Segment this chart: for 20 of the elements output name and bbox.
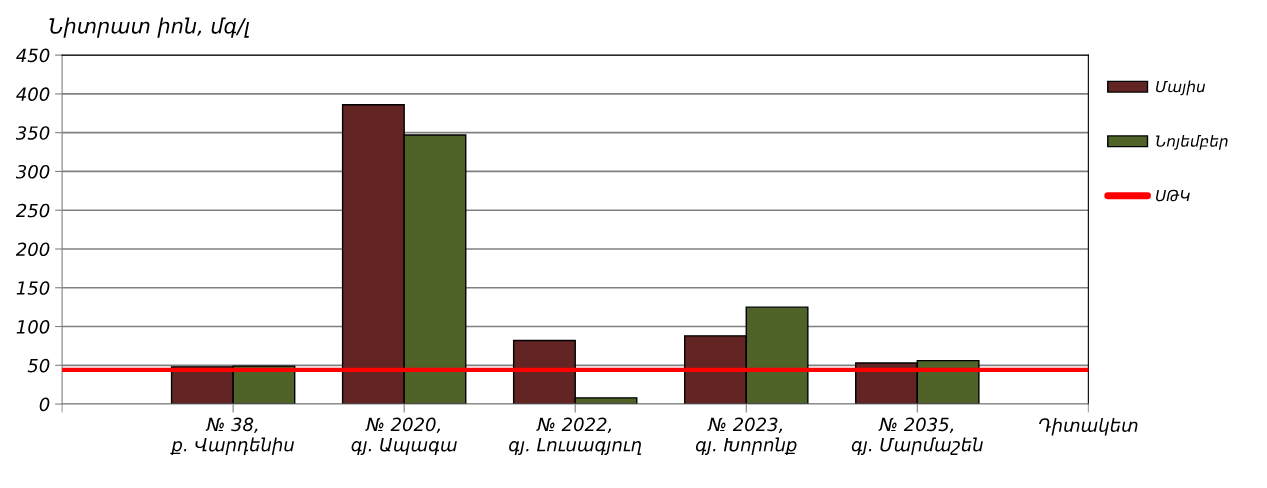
x-tick-label: № 2020, գյ. Ապագա — [351, 417, 457, 455]
y-tick-label: 250 — [15, 203, 50, 218]
x-tick-label: № 38, ք. Վարդենիս — [170, 417, 294, 455]
y-tick-label: 100 — [16, 319, 50, 334]
x-axis-title: Դիտակետ — [1039, 418, 1138, 436]
y-tick-label: 400 — [16, 87, 50, 102]
x-tick-label: № 2023, գյ. Խորոնք — [695, 417, 797, 455]
legend-label: Նոյեմբեր — [1155, 134, 1228, 150]
y-tick-label: 0 — [39, 397, 50, 412]
x-tick-label: № 2022, գյ. Լուսագյուղ — [509, 417, 642, 455]
x-tick-label: № 2035, գյ. Մարմաշեն — [851, 417, 983, 455]
legend-label: ՍԹԿ — [1156, 189, 1190, 202]
y-tick-label: 300 — [15, 164, 50, 179]
y-tick-label: 50 — [27, 358, 50, 373]
y-tick-label: 200 — [15, 242, 50, 257]
legend-label: Մայիս — [1156, 80, 1206, 96]
y-tick-label: 150 — [16, 281, 50, 295]
y-tick-label: 350 — [15, 126, 50, 140]
y-axis-title: Նիտրատ իոն, մգ/լ — [49, 17, 250, 38]
y-tick-label: 450 — [16, 48, 50, 63]
